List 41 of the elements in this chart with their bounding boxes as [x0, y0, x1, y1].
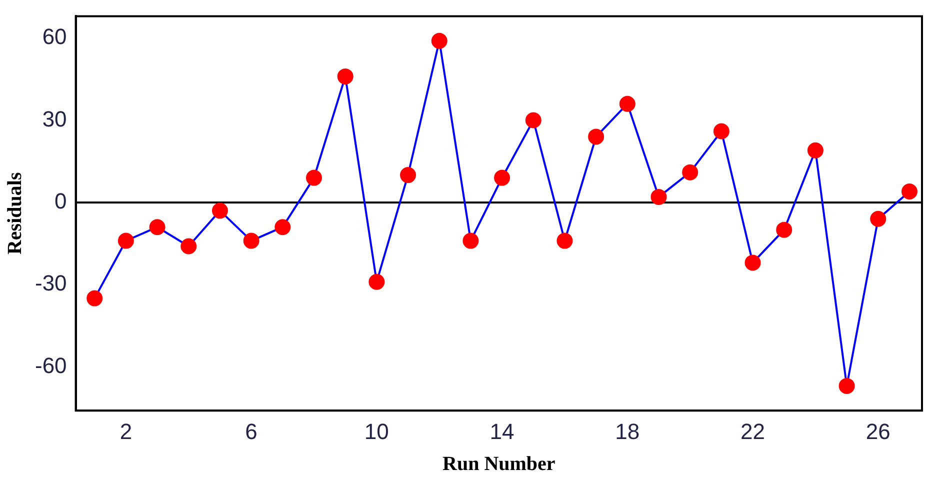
point [400, 167, 416, 184]
point [337, 68, 354, 84]
point [431, 32, 448, 49]
point [243, 232, 260, 249]
x-tick-label: 18 [615, 418, 640, 444]
x-tick-label: 26 [866, 418, 890, 444]
y-tick-label: -60 [35, 352, 67, 378]
x-tick-label: 6 [245, 418, 258, 444]
point [682, 164, 698, 180]
point [180, 238, 197, 254]
point [838, 378, 855, 394]
x-tick-label: 2 [120, 418, 132, 444]
point [462, 232, 479, 249]
point [619, 96, 636, 112]
point [368, 274, 385, 290]
point [807, 142, 824, 158]
point [118, 232, 134, 249]
point [86, 290, 103, 306]
point [744, 254, 761, 271]
x-tick-label: 10 [364, 418, 389, 444]
point [650, 188, 667, 205]
y-axis-title: Residuals [4, 172, 26, 255]
y-tick-label: -30 [35, 270, 67, 296]
x-tick-label: 14 [490, 418, 514, 444]
point [306, 170, 322, 186]
point [588, 128, 604, 145]
point [212, 202, 228, 219]
point [149, 219, 166, 236]
x-tick-label: 22 [740, 418, 765, 444]
point [776, 222, 792, 238]
x-axis-title: Run Number [442, 453, 556, 476]
y-tick-label: 60 [42, 24, 67, 50]
point [556, 232, 573, 249]
point [713, 123, 730, 140]
point [901, 183, 918, 200]
y-tick-label: 0 [54, 188, 67, 214]
point [494, 170, 510, 186]
point [274, 219, 291, 236]
point [870, 210, 886, 227]
y-tick-label: 30 [42, 106, 67, 132]
point [525, 112, 542, 128]
